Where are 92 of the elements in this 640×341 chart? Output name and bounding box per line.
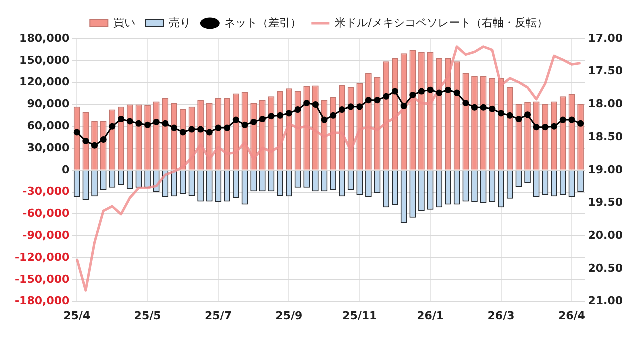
point: [198, 126, 204, 133]
point: [312, 101, 319, 108]
point: [224, 124, 231, 132]
point: [232, 116, 240, 124]
point: [542, 124, 549, 131]
y-tick-label: 180,000: [20, 32, 70, 45]
point: [277, 112, 284, 119]
point: [294, 106, 302, 114]
x-tick-label: 25/5: [134, 309, 162, 322]
y2-tick-label: 20.00: [588, 228, 624, 242]
x-tick-label: 25/4: [64, 309, 91, 322]
point: [560, 116, 566, 124]
point: [100, 136, 107, 143]
y2-tick-label: 17.50: [588, 64, 624, 78]
point: [418, 88, 425, 95]
point: [374, 97, 381, 104]
x-tick-label: 26/3: [488, 309, 515, 322]
point: [330, 112, 337, 119]
point: [444, 86, 452, 94]
legend-label: 買い: [114, 16, 136, 30]
point: [162, 120, 169, 127]
point: [471, 104, 478, 111]
x-tick-label: 26/1: [417, 309, 444, 322]
point: [74, 129, 80, 136]
point: [242, 122, 248, 128]
legend-label: 米ドル/メキシコペソレート（右軸・反転）: [335, 16, 548, 30]
point: [118, 116, 125, 123]
point: [533, 124, 540, 131]
x-tick-label: 25/9: [276, 309, 303, 322]
y-tick-label: 30,000: [27, 141, 70, 154]
y-tick-label: -90,000: [22, 228, 70, 242]
point: [321, 116, 328, 124]
point: [206, 129, 213, 136]
point: [462, 100, 470, 106]
point: [126, 118, 134, 125]
y-tick-label: 90,000: [27, 98, 70, 111]
point: [286, 110, 292, 117]
y2-tick-label: 21.00: [588, 294, 624, 308]
legend-label: ネット（差引）: [224, 16, 302, 30]
y2-tick-label: 20.50: [588, 262, 624, 275]
point: [410, 92, 416, 98]
point: [215, 124, 222, 132]
point: [568, 116, 576, 124]
point: [524, 112, 532, 118]
point: [356, 104, 364, 110]
point: [82, 138, 90, 144]
point: [454, 90, 460, 96]
point: [250, 118, 258, 126]
point: [427, 86, 434, 94]
point: [489, 106, 496, 112]
y2-tick-label: 18.50: [588, 130, 624, 144]
point: [109, 123, 116, 130]
point: [551, 123, 558, 130]
point: [383, 93, 390, 100]
point: [516, 116, 522, 123]
y-tick-label: 120,000: [20, 76, 70, 89]
y2-tick-label: 19.50: [588, 196, 624, 210]
y-tick-label: -120,000: [14, 250, 70, 264]
point: [436, 90, 443, 96]
y-tick-label: -180,000: [14, 294, 70, 308]
point: [92, 142, 98, 149]
point: [498, 110, 505, 117]
point: [144, 122, 152, 128]
legend-label: 売り: [169, 16, 192, 30]
y-tick-label: -30,000: [22, 185, 70, 198]
y-tick-label: 150,000: [20, 54, 70, 67]
x-tick-label: 25/11: [342, 309, 378, 322]
y2-tick-label: 19.00: [588, 163, 624, 176]
point: [365, 97, 372, 104]
point: [136, 120, 142, 127]
point: [338, 106, 346, 114]
y2-tick-label: 18.00: [588, 98, 624, 111]
y-tick-label: 60,000: [27, 119, 70, 132]
point: [480, 104, 487, 111]
y-tick-label: -60,000: [22, 207, 70, 220]
point: [153, 118, 160, 126]
point: [578, 120, 584, 127]
point: [259, 116, 266, 123]
x-tick-label: 25/7: [204, 309, 232, 322]
point: [304, 100, 310, 106]
point: [188, 126, 196, 133]
point: [506, 112, 514, 119]
y-tick-label: -150,000: [14, 272, 70, 286]
point: [348, 104, 354, 110]
point: [171, 124, 178, 132]
point: [392, 88, 398, 95]
point: [180, 129, 186, 136]
point: [268, 113, 275, 120]
y2-tick-label: 17.00: [588, 32, 624, 45]
x-tick-label: 26/4: [558, 309, 586, 322]
y-tick-label: 0: [62, 163, 70, 176]
point: [400, 102, 408, 110]
